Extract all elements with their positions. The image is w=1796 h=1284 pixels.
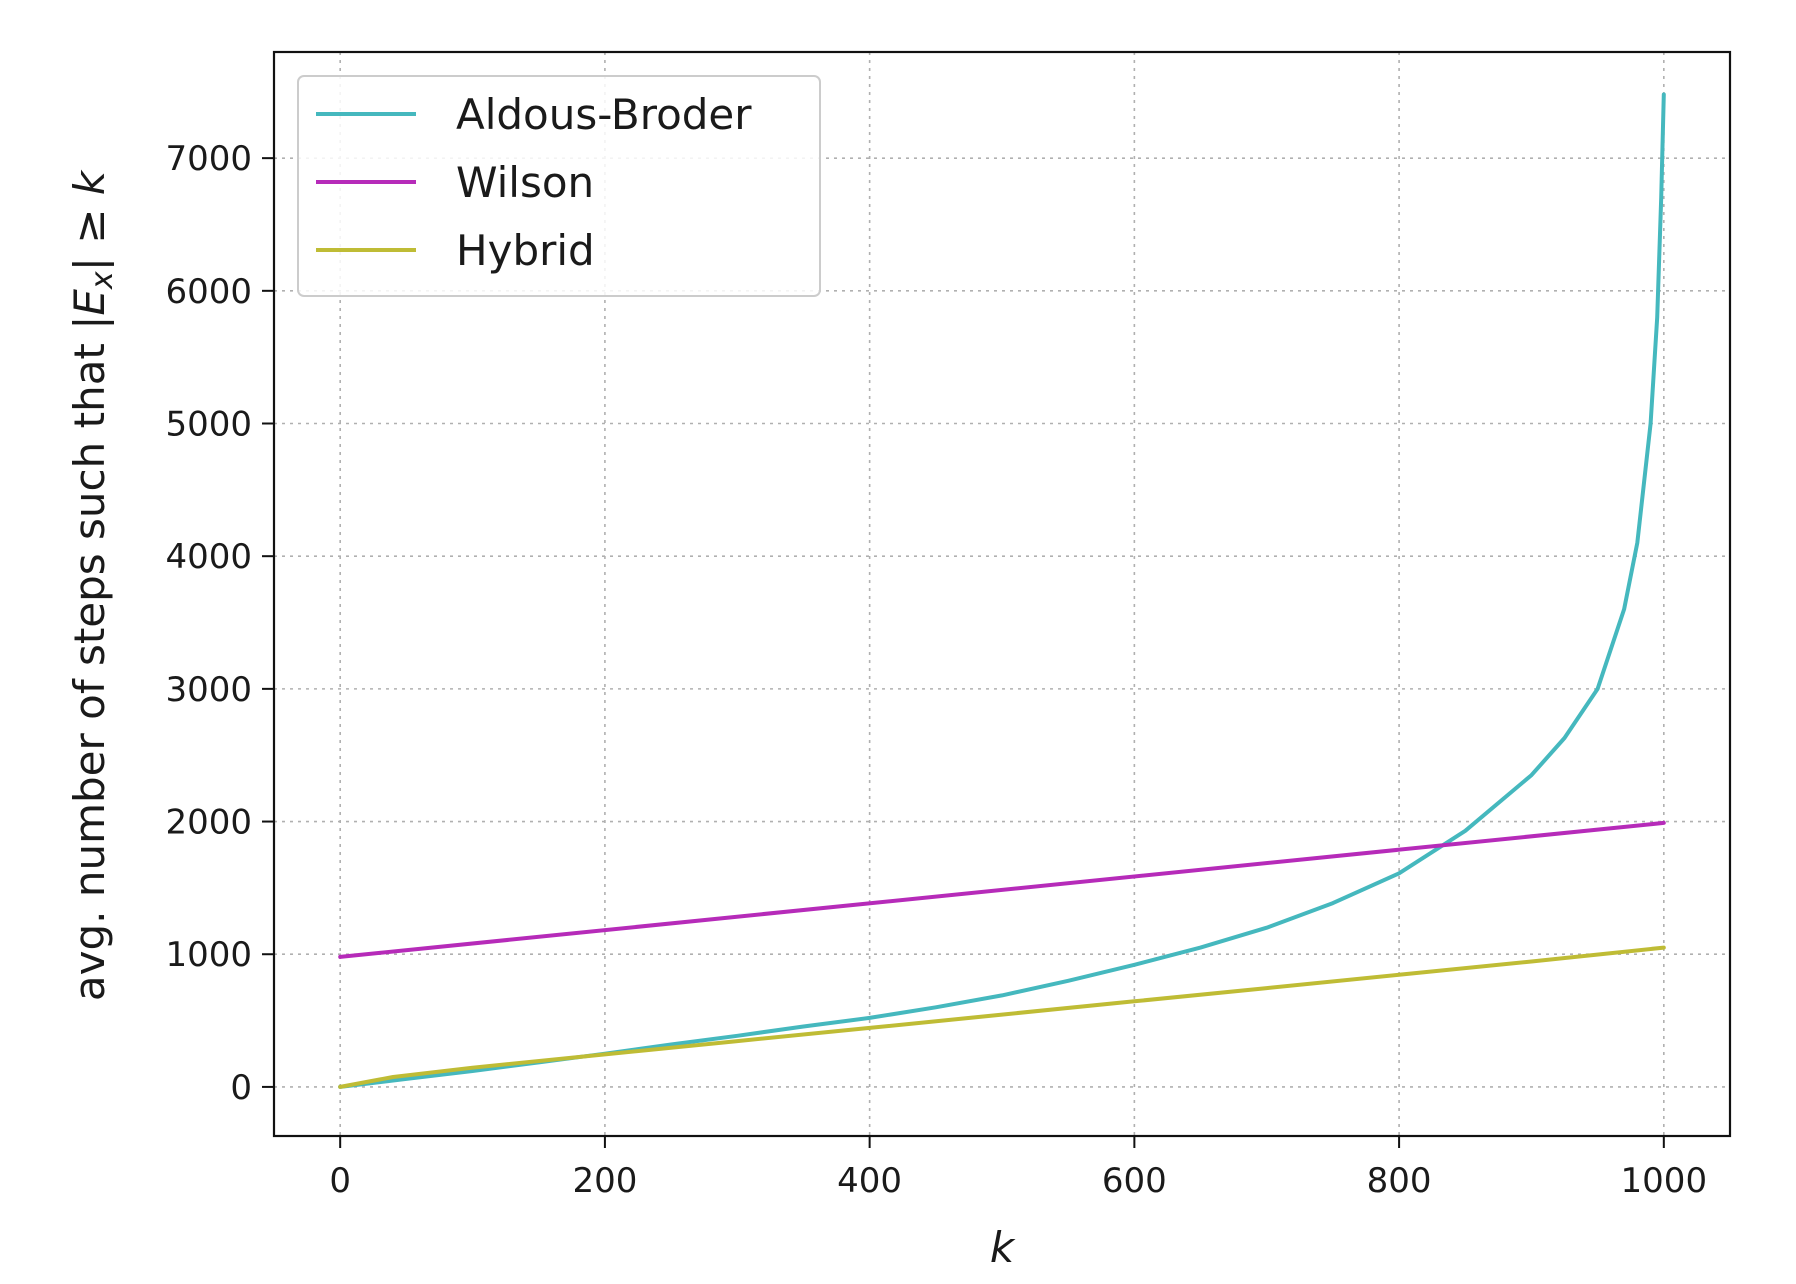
series-layer <box>338 92 1666 1089</box>
y-tick-label: 1000 <box>165 935 252 975</box>
x-tick-label: 400 <box>837 1161 902 1201</box>
axis-ticks: 0 200 400 600 800 1000 0 1000 2000 3000 4000 5000 60… <box>165 139 1707 1201</box>
series-line-hybrid <box>338 945 1666 1089</box>
y-axis-label-geq: ≥ <box>65 195 114 257</box>
legend-label-wilson: Wilson <box>456 158 594 207</box>
y-tick-label: 0 <box>230 1068 252 1108</box>
y-axis-label-bar: | <box>65 257 114 271</box>
x-tick-label: 200 <box>572 1161 637 1201</box>
y-tick-label: 5000 <box>165 405 252 445</box>
x-tick-label: 0 <box>329 1161 351 1201</box>
y-axis-label-k: k <box>65 169 114 195</box>
x-tick-label: 1000 <box>1621 1161 1708 1201</box>
x-axis-label: k <box>990 1223 1016 1272</box>
y-tick-label: 3000 <box>165 670 252 710</box>
y-tick-label: 4000 <box>165 537 252 577</box>
legend-box <box>297 75 821 297</box>
plot-frame <box>272 50 1732 1138</box>
y-axis-label-var: E <box>65 289 114 316</box>
y-axis-label: avg. number of steps such that |Ex| ≥ k <box>65 169 120 1001</box>
y-axis-label-prefix: avg. number of steps such that | <box>65 316 114 1002</box>
y-axis-label-sub: x <box>85 271 120 290</box>
y-tick-label: 2000 <box>165 803 252 843</box>
legend: Aldous-Broder Wilson Hybrid <box>297 75 821 297</box>
legend-label-aldous-broder: Aldous-Broder <box>456 90 752 139</box>
legend-label-hybrid: Hybrid <box>456 226 595 275</box>
x-tick-label: 600 <box>1102 1161 1167 1201</box>
y-tick-label: 6000 <box>165 272 252 312</box>
series-line-wilson <box>338 820 1666 959</box>
x-tick-label: 800 <box>1367 1161 1432 1201</box>
y-tick-label: 7000 <box>165 139 252 179</box>
